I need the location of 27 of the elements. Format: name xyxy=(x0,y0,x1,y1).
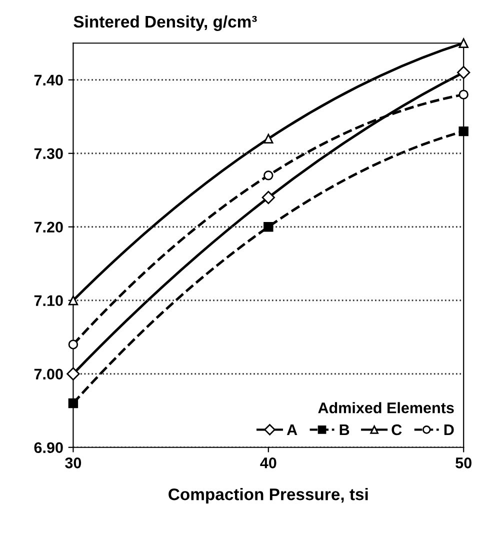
x-tick-label: 40 xyxy=(260,457,276,468)
point xyxy=(66,367,80,380)
point xyxy=(264,134,274,144)
x-tick-label: 30 xyxy=(65,457,82,468)
point xyxy=(458,126,468,136)
point xyxy=(264,170,274,180)
y-tick-label: 7.40 xyxy=(34,74,63,86)
y-tick-label: 6.90 xyxy=(34,442,63,454)
legend-label: C xyxy=(392,424,402,436)
point xyxy=(457,66,470,80)
point xyxy=(458,90,468,100)
point xyxy=(262,190,275,204)
legend-label: B xyxy=(340,424,350,436)
point xyxy=(264,222,274,232)
x-tick-label: 50 xyxy=(456,457,472,468)
x-axis-title: Compaction Pressure, tsi xyxy=(168,488,368,504)
legend-label: D xyxy=(444,424,454,436)
point xyxy=(68,340,78,350)
y-axis-title: Sintered Density, g/cm³ xyxy=(74,15,257,31)
legend-title: Admixed Elements xyxy=(318,402,454,414)
point xyxy=(458,38,468,48)
y-tick-label: 7.10 xyxy=(34,295,63,306)
legend-label: A xyxy=(286,424,298,436)
y-tick-label: 7.30 xyxy=(34,148,63,160)
y-tick-label: 7.20 xyxy=(34,222,63,233)
y-tick-label: 7.00 xyxy=(34,368,63,380)
point xyxy=(68,398,78,408)
